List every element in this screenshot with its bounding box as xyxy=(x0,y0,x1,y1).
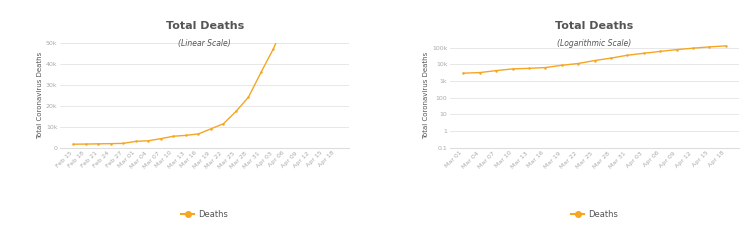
Legend: Deaths: Deaths xyxy=(178,206,231,222)
Y-axis label: Total Coronavirus Deaths: Total Coronavirus Deaths xyxy=(423,52,429,139)
Text: (Logarithmic Scale): (Logarithmic Scale) xyxy=(557,39,632,48)
Title: Total Deaths: Total Deaths xyxy=(166,21,244,31)
Title: Total Deaths: Total Deaths xyxy=(556,21,633,31)
Y-axis label: Total Coronavirus Deaths: Total Coronavirus Deaths xyxy=(37,52,43,139)
Text: (Linear Scale): (Linear Scale) xyxy=(179,39,231,48)
Legend: Deaths: Deaths xyxy=(568,206,621,222)
